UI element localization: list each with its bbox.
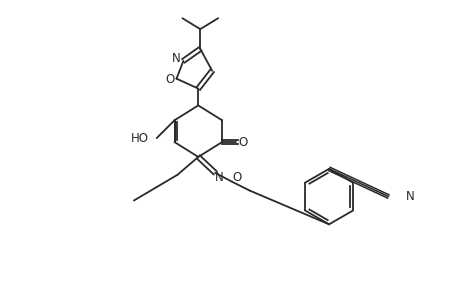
Text: O: O bbox=[165, 73, 174, 86]
Text: O: O bbox=[238, 136, 247, 148]
Text: N: N bbox=[405, 190, 414, 203]
Text: O: O bbox=[232, 171, 241, 184]
Text: HO: HO bbox=[130, 132, 148, 145]
Text: N: N bbox=[172, 52, 180, 65]
Text: N: N bbox=[214, 171, 223, 184]
